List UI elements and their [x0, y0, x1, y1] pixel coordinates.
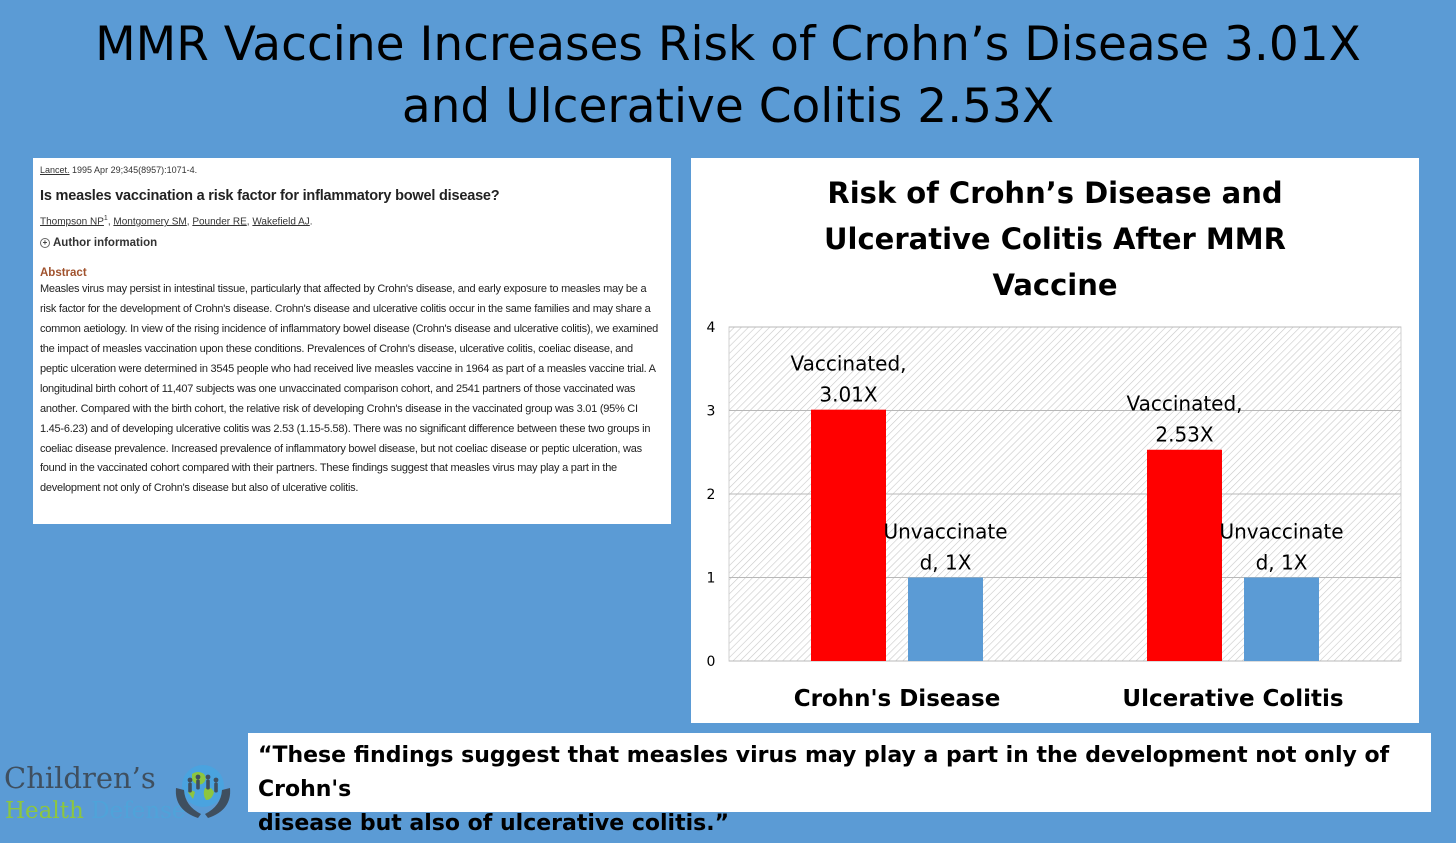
quote-box: “These findings suggest that measles vir…: [248, 733, 1431, 836]
slide-title: MMR Vaccine Increases Risk of Crohn’s Di…: [0, 14, 1456, 138]
citation-details: 1995 Apr 29;345(8957):1071-4.: [69, 165, 198, 175]
author-link[interactable]: Montgomery SM: [113, 216, 187, 228]
abstract-heading: Abstract: [40, 267, 87, 280]
globe-hands-icon: [175, 765, 231, 818]
data-label: d, 1X: [920, 551, 972, 575]
paper-citation: Lancet. 1995 Apr 29;345(8957):1071-4.: [40, 165, 663, 175]
y-tick-label: 0: [707, 654, 716, 670]
author-link[interactable]: Thompson NP: [40, 216, 104, 228]
chart-title: Risk of Crohn’s Disease and Ulcerative C…: [691, 170, 1419, 308]
abstract-line: the impact of measles vaccination upon t…: [40, 343, 633, 356]
expand-plus-icon: +: [40, 238, 50, 249]
data-label: Unvaccinate: [883, 520, 1007, 544]
abstract-line: another. Compared with the birth cohort,…: [40, 402, 638, 415]
data-label: Unvaccinate: [1219, 520, 1343, 544]
slide-title-line-1: MMR Vaccine Increases Risk of Crohn’s Di…: [95, 17, 1361, 72]
childrens-health-defense-logo: Children’s Health Defense: [4, 758, 244, 830]
data-label: 2.53X: [1155, 423, 1214, 447]
y-tick-label: 3: [707, 404, 716, 420]
y-tick-label: 1: [707, 571, 716, 587]
abstract-line: risk factor for the development of Crohn…: [40, 303, 651, 316]
data-label: 3.01X: [819, 383, 878, 407]
chart-title-line: Risk of Crohn’s Disease and: [827, 176, 1283, 210]
risk-bar-chart: Risk of Crohn’s Disease and Ulcerative C…: [691, 158, 1419, 723]
abstract-line: development not only of Crohn's disease …: [40, 482, 359, 495]
abstract-line: found in the vaccinated cohort compared …: [40, 462, 617, 475]
bar-vaccinated-0: [811, 409, 886, 661]
paper-title: Is measles vaccination a risk factor for…: [40, 188, 500, 204]
x-category-label: Crohn's Disease: [794, 686, 1001, 712]
x-category-label: Ulcerative Colitis: [1122, 686, 1343, 712]
abstract-line: longitudinal birth cohort of 11,407 subj…: [40, 382, 636, 395]
paper-abstract-screenshot: Lancet. 1995 Apr 29;345(8957):1071-4. Is…: [33, 158, 671, 524]
author-information-label: Author information: [53, 237, 158, 250]
logo-word-health: Health: [5, 798, 84, 824]
data-label: Vaccinated,: [1126, 392, 1242, 416]
author-link[interactable]: Wakefield AJ: [252, 216, 310, 228]
citation-journal-link[interactable]: Lancet.: [40, 165, 70, 175]
y-tick-label: 4: [707, 320, 716, 336]
author-link[interactable]: Pounder RE: [192, 216, 247, 228]
bar-unvaccinated-1: [1244, 577, 1319, 661]
abstract-line: common aetiology. In view of the rising …: [40, 323, 658, 336]
abstract-line: Measles virus may persist in intestinal …: [40, 283, 647, 296]
logo-text-health-defense: Health Defense: [5, 798, 186, 824]
author-information-toggle[interactable]: + Author information: [40, 237, 663, 249]
abstract-line: peptic ulceration were determined in 354…: [40, 362, 656, 375]
y-tick-label: 2: [707, 487, 716, 503]
slide-title-line-2: and Ulcerative Colitis 2.53X: [401, 79, 1055, 134]
abstract-line: coeliac disease prevalence. Increased pr…: [40, 442, 642, 455]
chart-title-line: Ulcerative Colitis After MMR: [824, 222, 1286, 256]
quote-line: “These findings suggest that measles vir…: [258, 743, 1390, 802]
data-label: d, 1X: [1256, 551, 1308, 575]
abstract-body: Measles virus may persist in intestinal …: [40, 280, 663, 499]
author-superscript: 1: [103, 215, 108, 222]
bar-unvaccinated-0: [908, 577, 983, 661]
data-label: Vaccinated,: [790, 352, 906, 376]
chart-plot-svg: 0 1 2 3 4 Vaccinated, 3.01X Unvaccinate d, 1X Cro…: [707, 320, 1402, 712]
quote-line: disease but also of ulcerative colitis.”: [258, 811, 730, 836]
logo-text-childrens: Children’s: [4, 761, 156, 795]
paper-authors: Thompson NP1, Montgomery SM, Pounder RE,…: [40, 215, 313, 228]
logo-word-defense: Defense: [91, 798, 186, 824]
bar-vaccinated-1: [1147, 449, 1222, 661]
chart-title-line: Vaccine: [992, 268, 1118, 302]
abstract-line: 1.45-6.23) and of developing ulcerative …: [40, 422, 651, 435]
